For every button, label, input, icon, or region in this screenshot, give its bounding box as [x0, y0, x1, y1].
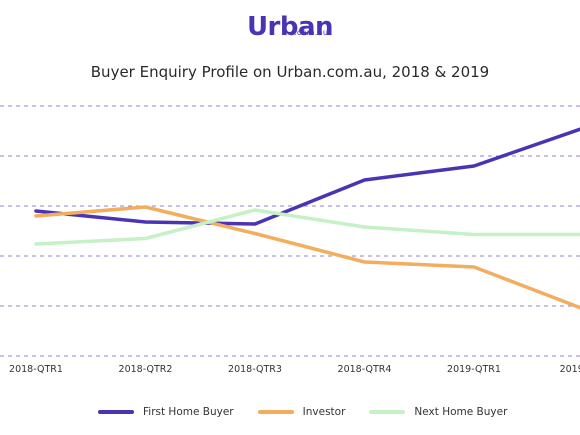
- brand-logo: Urban: [0, 14, 580, 40]
- legend-item-first-home-buyer: First Home Buyer: [98, 406, 234, 418]
- logo-wordmark: Urban: [246, 12, 334, 42]
- chart-title: Buyer Enquiry Profile on Urban.com.au, 2…: [90, 63, 490, 81]
- series-line-investor: [34, 205, 580, 310]
- x-tick-label: 2018-QTR3: [228, 364, 282, 375]
- x-axis-ticks: 2018-QTR1 2018-QTR2 2018-QTR3 2018-QTR4 2019…: [9, 364, 580, 375]
- legend-item-investor: Investor: [257, 406, 346, 418]
- x-tick-label: 2018-QTR1: [9, 364, 63, 375]
- series-line-first-home-buyer: [34, 127, 580, 226]
- x-tick-label: 2019-QTR1: [447, 364, 501, 375]
- x-tick-label: 2018-QTR2: [119, 364, 173, 375]
- legend-label: First Home Buyer: [143, 406, 234, 418]
- x-tick-label: 2019-QTR: [560, 364, 580, 375]
- legend-swatch: [98, 410, 134, 414]
- gridlines: [0, 105, 580, 357]
- series-line-next-home-buyer: [34, 208, 580, 246]
- legend-label: Investor: [302, 406, 346, 418]
- chart-legend: First Home Buyer Investor Next Home Buye…: [98, 406, 531, 418]
- logo-domain-suffix: .com.au: [294, 28, 329, 37]
- x-tick-label: 2018-QTR4: [338, 364, 392, 375]
- legend-label: Next Home Buyer: [414, 406, 508, 418]
- series-lines: [34, 127, 580, 310]
- legend-item-next-home-buyer: Next Home Buyer: [369, 406, 507, 418]
- legend-swatch: [257, 410, 294, 414]
- legend-swatch: [369, 410, 406, 414]
